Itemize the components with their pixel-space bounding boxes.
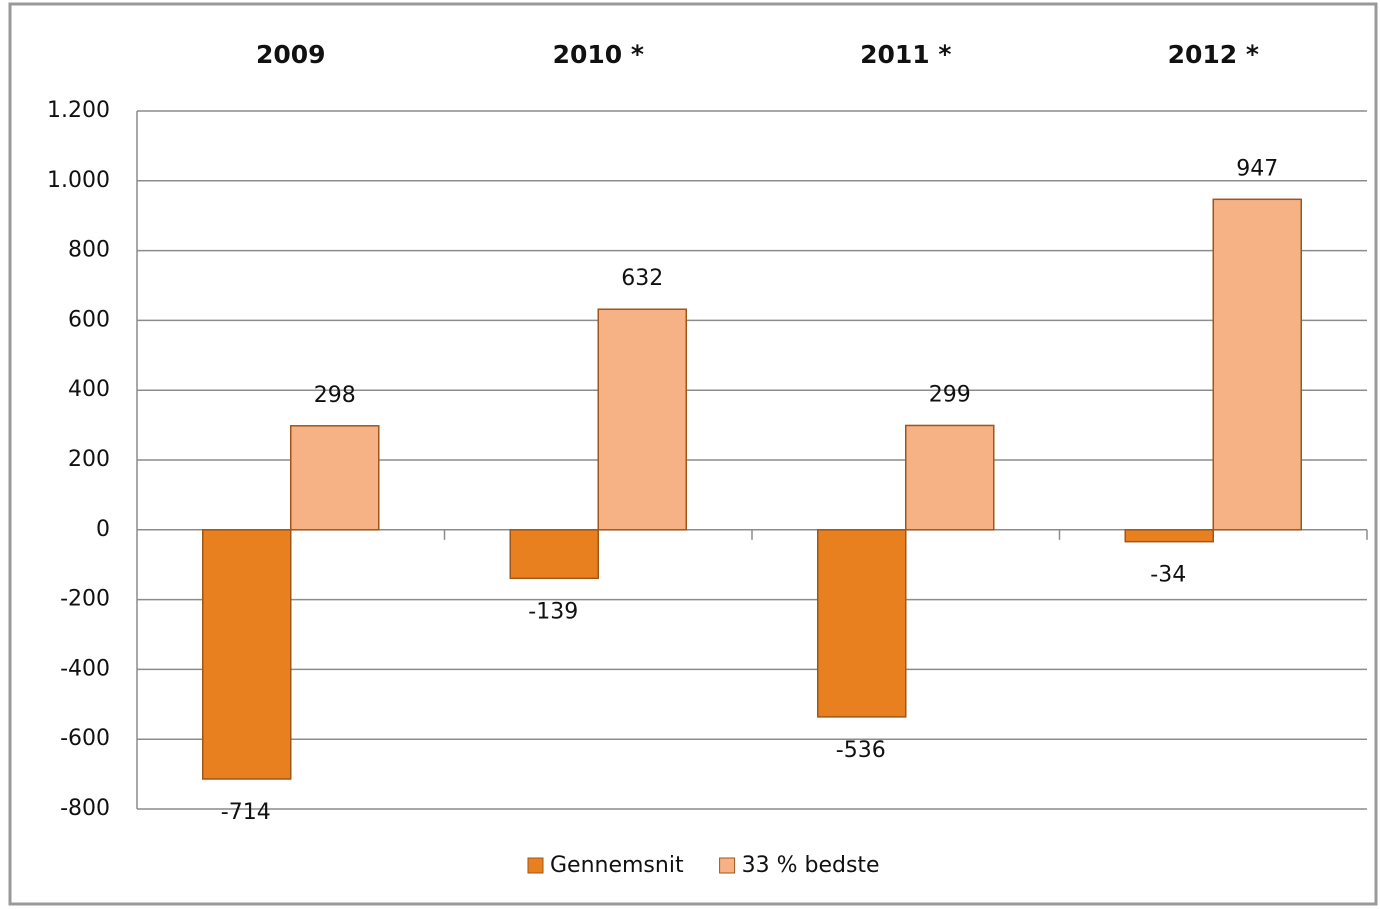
bar (202, 529, 292, 780)
data-label: 947 (1236, 156, 1278, 181)
data-label: 632 (621, 266, 663, 291)
legend-label: 33 % bedste (742, 853, 880, 878)
y-tick-label: -400 (60, 656, 110, 681)
legend-label: Gennemsnit (550, 853, 684, 878)
y-tick-label: 0 (96, 517, 110, 542)
y-tick-label: 1.200 (47, 98, 110, 123)
legend-swatch (527, 857, 544, 874)
data-label: -34 (1150, 563, 1186, 588)
data-label: -536 (836, 738, 886, 763)
bar (817, 529, 907, 718)
legend-swatch (719, 857, 736, 874)
y-tick-label: -200 (60, 587, 110, 612)
data-label: -139 (528, 599, 578, 624)
bar (1124, 529, 1214, 543)
data-label: 299 (929, 382, 971, 407)
category-label: 2009 (256, 40, 326, 69)
category-label: 2010 * (553, 40, 644, 69)
category-label: 2012 * (1168, 40, 1259, 69)
bar (509, 529, 599, 580)
y-tick-label: -600 (60, 726, 110, 751)
y-tick-label: 800 (68, 238, 110, 263)
y-tick-label: 400 (68, 377, 110, 402)
y-tick-label: 1.000 (47, 168, 110, 193)
category-label: 2011 * (860, 40, 951, 69)
bar (597, 308, 687, 531)
data-label: 298 (314, 383, 356, 408)
bar (905, 424, 995, 531)
data-label: -714 (221, 800, 271, 825)
bar (290, 425, 380, 531)
bar (1212, 198, 1302, 531)
y-tick-label: -800 (60, 796, 110, 821)
y-tick-label: 600 (68, 307, 110, 332)
y-tick-label: 200 (68, 447, 110, 472)
